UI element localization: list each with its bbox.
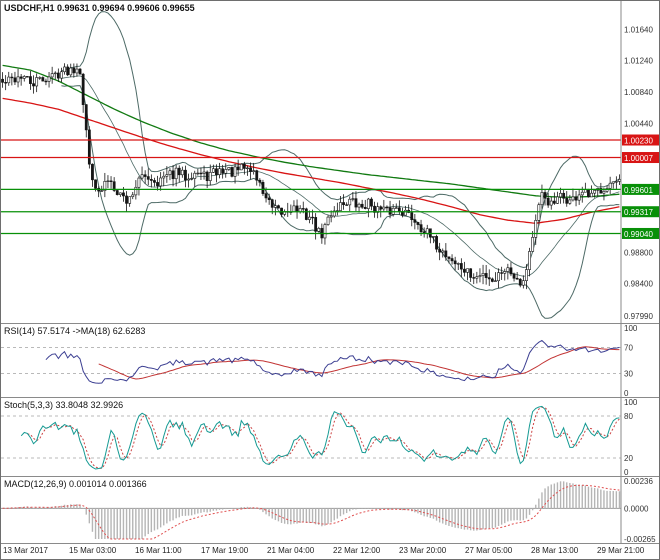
scale-label: 100: [624, 398, 638, 407]
stoch-panel: 100 80 20 0 Stoch(5,3,3) 33.8048 32.9926: [1, 398, 659, 477]
rsi-panel: 100 70 30 0 RSI(14) 57.5174 ->MA(18) 62.628…: [1, 324, 659, 398]
time-axis: 13 Mar 2017 15 Mar 03:00 16 Mar 11:00 17 Ma…: [1, 544, 659, 559]
scale-label: 0: [624, 468, 629, 476]
x-axis-label: 13 Mar 2017: [3, 546, 48, 555]
bollinger-bands: [61, 11, 620, 319]
x-axis-label: 23 Mar 20:00: [399, 546, 447, 555]
scale-labels: 100 70 30 0: [624, 324, 638, 397]
scale-label: 0: [624, 389, 629, 397]
macd-signal-line: [2, 484, 620, 540]
rsi-canvas[interactable]: 100 70 30 0: [1, 324, 660, 397]
price-level-tag-text: 1.00230: [624, 137, 653, 146]
scale-labels: 0.00236 0.0000 -0.00265: [624, 477, 656, 543]
moving-average-lines: [2, 64, 620, 224]
macd-panel: 0.00236 0.0000 -0.00265 MACD(12,26,9) 0.00…: [1, 477, 659, 544]
price-axis-labels: 1.01640 1.01240 1.00840 1.00440 0.98800 0.984…: [624, 25, 653, 321]
macd-histogram: [4, 481, 621, 539]
ma-red-line: [2, 97, 620, 224]
candlesticks: [1, 63, 621, 290]
price-level-tag-text: 1.00007: [624, 154, 653, 163]
y-axis-label: 0.97990: [624, 312, 653, 321]
price-panel: 1.00230 1.00007 0.99601 0.99317 0.99040 1.016…: [1, 1, 659, 324]
level-lines: [1, 347, 621, 374]
x-axis-label: 29 Mar 21:00: [597, 546, 645, 555]
rsi-line: [45, 339, 620, 384]
x-axis-label: 22 Mar 12:00: [333, 546, 381, 555]
x-axis-label: 15 Mar 03:00: [69, 546, 117, 555]
x-axis-label: 16 Mar 11:00: [135, 546, 182, 555]
scale-label: 0.00236: [624, 477, 653, 486]
y-axis-label: 1.01640: [624, 25, 653, 34]
stoch-canvas[interactable]: 100 80 20 0: [1, 398, 660, 476]
price-level-tag: [622, 134, 659, 146]
y-axis-label: 1.00440: [624, 120, 653, 129]
rsi-lines: [45, 339, 620, 384]
scale-label: 0.0000: [624, 504, 649, 513]
price-level-tag-text: 0.99317: [624, 208, 653, 217]
stoch-lines: [20, 405, 620, 470]
scale-label: 70: [624, 344, 633, 353]
price-level-tag: [622, 183, 659, 195]
scale-labels: 100 80 20 0: [624, 398, 638, 476]
y-axis-label: 1.00840: [624, 88, 653, 97]
x-axis-label: 21 Mar 04:00: [267, 546, 315, 555]
x-axis-label: 17 Mar 19:00: [201, 546, 249, 555]
price-level-tag-text: 0.99040: [624, 230, 653, 239]
stoch-signal-line: [27, 406, 620, 469]
scale-label: -0.00265: [624, 535, 656, 543]
macd-canvas[interactable]: 0.00236 0.0000 -0.00265: [1, 477, 660, 543]
x-axis-label: 27 Mar 05:00: [465, 546, 513, 555]
scale-label: 100: [624, 324, 638, 333]
price-chart-canvas[interactable]: 1.002301.000070.996010.993170.990401.016…: [1, 1, 660, 323]
scale-label: 30: [624, 370, 633, 379]
ma-green-line: [2, 64, 620, 198]
x-axis-label: 28 Mar 13:00: [531, 546, 579, 555]
y-axis-label: 0.98800: [624, 248, 653, 257]
price-level-lines: 1.00230 1.00007 0.99601 0.99317 0.99040: [1, 134, 659, 239]
rsi-ma-line: [98, 346, 620, 380]
price-level-tag: [622, 206, 659, 218]
price-level-tag: [622, 227, 659, 239]
stoch-main-line: [20, 405, 620, 470]
scale-label: 20: [624, 454, 633, 463]
price-level-tag-text: 0.99601: [624, 186, 653, 195]
y-axis-label: 1.01240: [624, 57, 653, 66]
scale-label: 80: [624, 412, 633, 421]
price-level-tag: [622, 152, 659, 164]
y-axis-label: 0.98400: [624, 280, 653, 289]
